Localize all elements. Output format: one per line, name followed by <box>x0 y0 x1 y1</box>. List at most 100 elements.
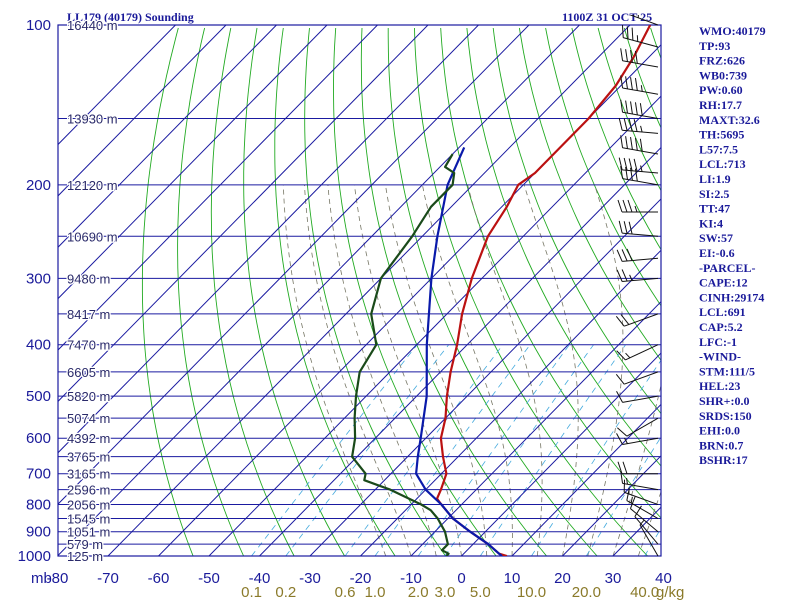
height-label: 12120 m <box>67 178 118 193</box>
wind-barbs <box>615 15 659 557</box>
wind-barb <box>620 166 659 186</box>
mixing-ratio-tick-label: 10.0 <box>517 584 546 600</box>
wind-barb <box>620 470 659 491</box>
dry-adiabat <box>387 28 598 556</box>
isotherm <box>58 25 176 146</box>
temperature-tick-label: 0 <box>457 570 465 587</box>
isotherm <box>562 455 661 556</box>
isotherm <box>58 25 227 197</box>
index-line: EI:-0.6 <box>699 246 735 260</box>
pressure-unit-label: mb <box>31 570 52 587</box>
sounding-series <box>351 25 652 556</box>
index-line: EHI:0.0 <box>699 424 740 438</box>
wind-barb <box>616 344 659 361</box>
wind-barb <box>615 371 659 385</box>
moist-adiabat <box>467 184 543 556</box>
index-line: -PARCEL- <box>699 261 755 275</box>
isotherm <box>511 403 661 556</box>
dry-adiabat <box>440 27 661 519</box>
height-label: 579 m <box>67 537 103 552</box>
index-line: SHR+:0.0 <box>699 394 750 408</box>
pressure-tick-label: 500 <box>26 388 51 405</box>
wind-barb <box>617 199 658 213</box>
dry-adiabat <box>782 28 800 556</box>
temperature-tick-label: 20 <box>554 570 571 587</box>
index-line: LCL:691 <box>699 305 746 319</box>
pressure-tick-label: 400 <box>26 337 51 354</box>
index-line: BRN:0.7 <box>699 438 743 452</box>
indices-panel: WMO:40179TP:93FRZ:626WB0:739PW:0.60RH:17… <box>699 24 766 467</box>
wind-barb <box>629 15 659 26</box>
index-line: LCL:713 <box>699 157 746 171</box>
isotherm <box>58 25 378 351</box>
wind-barb <box>617 461 658 475</box>
dry-adiabat <box>492 27 661 415</box>
mixing-ratio-tick-label: 2.0 <box>408 584 429 600</box>
mixing-ratio-tick-label: 5.0 <box>470 584 491 600</box>
wind-barb <box>616 269 659 282</box>
dry-adiabat <box>210 27 295 556</box>
dry-adiabat <box>597 27 661 192</box>
wind-barb <box>618 220 659 237</box>
isotherm <box>259 146 661 556</box>
wind-barb <box>621 25 659 48</box>
index-line: STM:111/5 <box>699 364 755 378</box>
mixing-ratio-line <box>444 344 594 556</box>
isotherm <box>410 300 661 556</box>
temperature-tick-label: -50 <box>198 570 220 587</box>
index-line: MAXT:32.6 <box>699 113 760 127</box>
index-line: SW:57 <box>699 231 733 245</box>
index-line: KI:4 <box>699 216 723 230</box>
mixing-ratio-ticks: 0.1 0.2 0.6 1.0 2.0 3.0 5.0 10.0 20.0 40.0g/kg <box>241 584 684 600</box>
mixing-ratio-tick-label: 40.0 <box>630 584 659 600</box>
isotherm <box>461 352 661 556</box>
series-line-0 <box>435 25 652 556</box>
mixing-ratio-tick-label: 0.6 <box>335 584 356 600</box>
isotherm <box>309 198 661 556</box>
dry-adiabat <box>414 27 648 556</box>
index-line: CINH:29174 <box>699 290 764 304</box>
wind-barb <box>616 433 659 445</box>
dry-adiabat <box>360 27 547 556</box>
pressure-tick-label: 600 <box>26 430 51 447</box>
wind-barb <box>620 75 659 95</box>
dry-adiabat <box>571 27 661 251</box>
dry-adiabat <box>466 27 661 467</box>
isotherm <box>107 25 631 556</box>
height-label: 10690 m <box>67 229 118 244</box>
dry-adiabat <box>545 27 661 307</box>
isotherm <box>58 25 580 556</box>
height-label: 2056 m <box>67 498 110 513</box>
mixing-ratio-tick-label: 20.0 <box>572 584 601 600</box>
dry-adiabat <box>243 27 345 556</box>
index-line: TH:5695 <box>699 128 744 142</box>
temperature-tick-label: -10 <box>400 570 422 587</box>
height-label: 8417 m <box>67 307 110 322</box>
index-line: LI:1.9 <box>699 172 731 186</box>
index-line: SRDS:150 <box>699 409 752 423</box>
index-line: L57:7.5 <box>699 142 738 156</box>
isobar-grid <box>57 24 662 557</box>
mixing-ratio-line <box>374 344 531 556</box>
mixing-ratio-tick-label: 0.2 <box>275 584 296 600</box>
index-line: CAPE:12 <box>699 276 748 290</box>
height-label: 13930 m <box>67 112 118 127</box>
series-line-1 <box>415 146 503 556</box>
height-label: 4392 m <box>67 431 110 446</box>
isotherm <box>360 249 661 556</box>
wind-barb <box>634 505 659 545</box>
height-labels: 16440 m 13930 m 12120 m 10690 m 9480 m 8417 m… <box>66 17 119 566</box>
isotherm <box>58 25 277 248</box>
dry-adiabat <box>141 27 194 556</box>
dry-adiabat <box>518 27 661 361</box>
isotherm <box>58 25 479 454</box>
index-line: WMO:40179 <box>699 24 766 38</box>
wind-barb <box>623 479 659 506</box>
height-label: 9480 m <box>67 271 110 286</box>
mixing-ratio-tick-label: 0.1 <box>241 584 262 600</box>
height-label: 5820 m <box>67 389 110 404</box>
temperature-tick-label: 30 <box>605 570 622 587</box>
temperature-tick-label: 10 <box>504 570 521 587</box>
index-line: PW:0.60 <box>699 83 743 97</box>
